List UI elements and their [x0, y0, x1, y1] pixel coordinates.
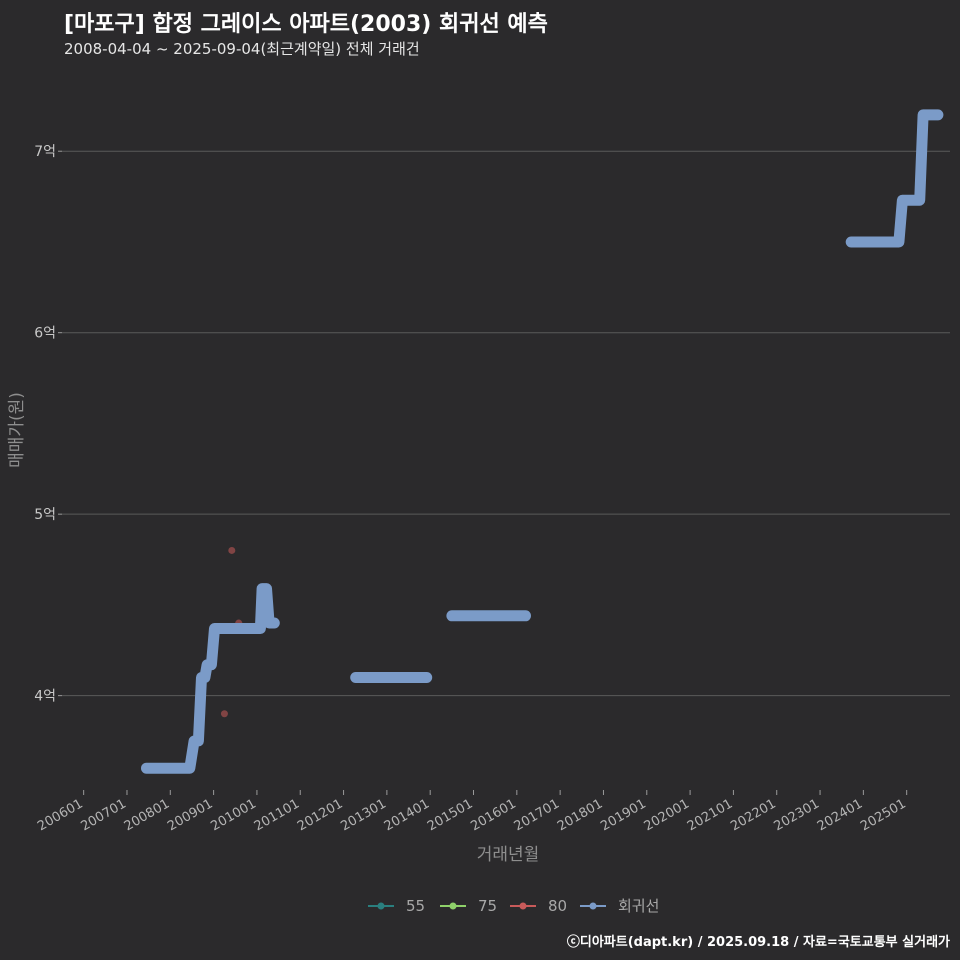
legend-item[interactable]: 55: [368, 897, 425, 915]
x-tick-label: 200901: [165, 796, 215, 834]
series-layer: [141, 109, 944, 774]
y-tick-label: 7억: [34, 144, 56, 160]
x-tick-label: 201101: [252, 796, 302, 834]
y-tick-label: 6억: [34, 326, 56, 342]
x-tick-label: 201201: [295, 796, 345, 834]
x-tick-label: 201001: [208, 796, 258, 834]
x-tick-label: 200801: [122, 796, 172, 834]
y-axis: 4억 5억 6억 7억: [34, 144, 62, 705]
x-tick-label: 202001: [642, 796, 692, 834]
x-tick-label: 201301: [338, 796, 388, 834]
x-tick-label: 201401: [382, 796, 432, 834]
x-tick-label: 202101: [685, 796, 735, 834]
x-tick-label: 201901: [598, 796, 648, 834]
x-tick-label: 200701: [78, 796, 128, 834]
legend-label: 75: [478, 897, 497, 915]
legend: 55 75 80 회귀선: [368, 897, 659, 915]
grid-layer: [62, 150, 950, 697]
legend-label: 회귀선: [618, 897, 659, 915]
legend-dot-swatch: [377, 902, 385, 910]
x-axis-label: 거래년월: [477, 845, 540, 865]
legend-dot-swatch: [589, 902, 597, 910]
legend-item[interactable]: 75: [440, 897, 497, 915]
x-axis: 2006012007012008012009012010012011012012…: [35, 790, 909, 834]
x-tick-label: 200601: [35, 796, 85, 834]
regression-line-segment: [141, 583, 280, 774]
x-tick-label: 202401: [815, 796, 865, 834]
regression-line-segment: [845, 109, 944, 248]
x-tick-label: 201601: [468, 796, 518, 834]
legend-item[interactable]: 회귀선: [580, 897, 659, 915]
y-tick-label: 4억: [34, 689, 56, 705]
x-tick-label: 201501: [425, 796, 475, 834]
data-point-80: [228, 546, 236, 554]
x-tick-label: 201801: [555, 796, 605, 834]
data-point-80: [220, 710, 228, 718]
x-tick-label: 201701: [512, 796, 562, 834]
footer-credit: ⓒ디아파트(dapt.kr) / 2025.09.18 / 자료=국토교통부 실…: [566, 935, 950, 950]
legend-dot-swatch: [519, 902, 527, 910]
legend-item[interactable]: 80: [510, 897, 567, 915]
chart-title: [마포구] 합정 그레이스 아파트(2003) 회귀선 예측: [64, 12, 548, 37]
chart-subtitle: 2008-04-04 ~ 2025-09-04(최근계약일) 전체 거래건: [64, 40, 420, 58]
x-tick-label: 202201: [728, 796, 778, 834]
y-axis-label: 매매가(원): [7, 392, 27, 468]
y-tick-label: 5억: [34, 507, 56, 523]
legend-label: 55: [406, 897, 425, 915]
x-tick-label: 202301: [772, 796, 822, 834]
legend-dot-swatch: [449, 902, 457, 910]
x-tick-label: 202501: [858, 796, 908, 834]
legend-label: 80: [548, 897, 567, 915]
